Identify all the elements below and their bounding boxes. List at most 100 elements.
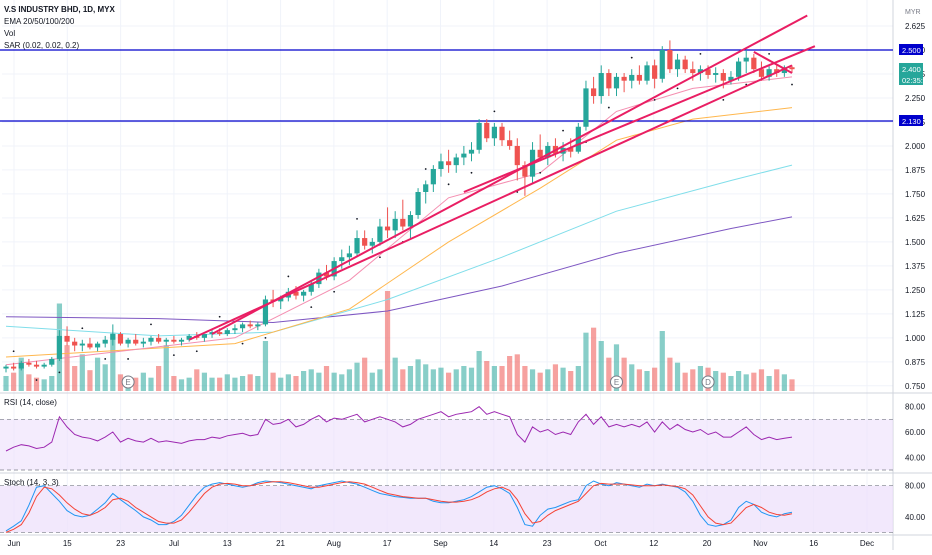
sar-dot (172, 354, 175, 357)
candle-body (11, 366, 17, 369)
stoch-pane-label: Stoch (14, 3, 3) (4, 478, 59, 487)
volume-bar (323, 366, 330, 391)
candle-body (735, 61, 742, 77)
candle-body (606, 73, 612, 89)
candle (11, 362, 17, 371)
volume-bar (407, 366, 414, 391)
volume-bar (583, 332, 589, 391)
sar-dot (58, 371, 61, 374)
candle (728, 71, 734, 85)
candle (652, 59, 658, 89)
volume-bar (224, 374, 230, 391)
time-tick-label: Nov (753, 539, 767, 548)
event-marker-circle (701, 375, 715, 389)
candle (766, 65, 772, 81)
volume-bar (377, 369, 383, 391)
candle-body (484, 122, 490, 139)
candle (354, 230, 360, 258)
candle-body (339, 257, 345, 262)
volume-bar (232, 377, 238, 391)
candle (781, 65, 787, 77)
candle-body (217, 332, 223, 334)
price-tick-label: 1.625 (905, 214, 926, 223)
candle (743, 50, 749, 74)
volume-bar (49, 376, 55, 391)
candle (415, 188, 421, 219)
candle (468, 142, 475, 162)
candle (163, 337, 169, 346)
volume-bar (239, 376, 246, 391)
sar-dot (241, 342, 244, 345)
candle (239, 322, 246, 333)
candle (682, 55, 688, 74)
volume-bar (102, 364, 108, 391)
sar-dot (287, 275, 290, 278)
time-tick-label: Dec (860, 539, 874, 548)
volume-bar (598, 341, 604, 391)
candle-body (537, 149, 543, 158)
candle (186, 334, 192, 342)
sar-dot (218, 315, 221, 318)
price-tick-label: 1.875 (905, 166, 926, 175)
ema50-line (5, 107, 793, 358)
candle-body (476, 122, 482, 150)
rsi-tick-label: 40.00 (905, 453, 926, 462)
sar-dot (539, 171, 542, 174)
candle (94, 341, 101, 352)
volume-bar (148, 377, 154, 391)
volume-bar (476, 351, 482, 391)
candle (26, 358, 32, 367)
trendline (463, 45, 816, 193)
volume-bar (682, 372, 688, 391)
volume-bar (384, 291, 391, 391)
candle-body (186, 335, 192, 340)
candle (514, 138, 520, 181)
sar-dot (447, 183, 450, 186)
volume-bar (766, 376, 772, 391)
sar-dot (264, 336, 267, 339)
sar-dot (195, 350, 198, 353)
price-tick-label: 2.250 (905, 94, 926, 103)
volume-bar (87, 370, 93, 391)
volume-bar (171, 376, 177, 391)
volume-bar (3, 376, 9, 391)
candle-body (400, 218, 406, 227)
volume-bar (751, 372, 757, 391)
currency-label: MYR (905, 9, 921, 16)
time-tick-label: Jul (169, 539, 179, 548)
candle-body (705, 69, 711, 75)
candle-body (33, 364, 40, 367)
candle-body (407, 215, 414, 227)
candle-body (384, 226, 391, 231)
volume-bar (735, 371, 742, 391)
candle (346, 245, 352, 265)
price-tick-label: 2.625 (905, 22, 926, 31)
candle (140, 337, 146, 348)
candle (537, 134, 543, 162)
event-marker-label: E (614, 378, 619, 387)
volume-bar (117, 374, 124, 391)
volume-bar (354, 362, 360, 391)
ema200-line (5, 216, 793, 324)
rsi-tick-label: 80.00 (905, 403, 926, 412)
volume-bar (621, 357, 627, 391)
volume-bar (247, 374, 253, 391)
event-marker-circle (609, 375, 623, 389)
candle-body (354, 238, 360, 254)
time-axis: Jun 15 23 Jul 13 21 Aug 17 Sep 14 23 Oct 12 20 Nov 16 De… (8, 539, 875, 548)
volume-bar (392, 357, 398, 391)
candle (87, 337, 93, 350)
price-tick-label: 0.875 (905, 358, 926, 367)
candle-body (568, 147, 574, 152)
price-tick-label: 1.000 (905, 334, 926, 343)
candle (659, 46, 665, 83)
volume-bar (339, 374, 345, 391)
candle-body (163, 339, 169, 342)
volume-bar (667, 357, 673, 391)
candle (316, 268, 322, 288)
time-tick-label: 14 (489, 539, 498, 548)
candle (117, 332, 124, 346)
candle (629, 69, 635, 89)
